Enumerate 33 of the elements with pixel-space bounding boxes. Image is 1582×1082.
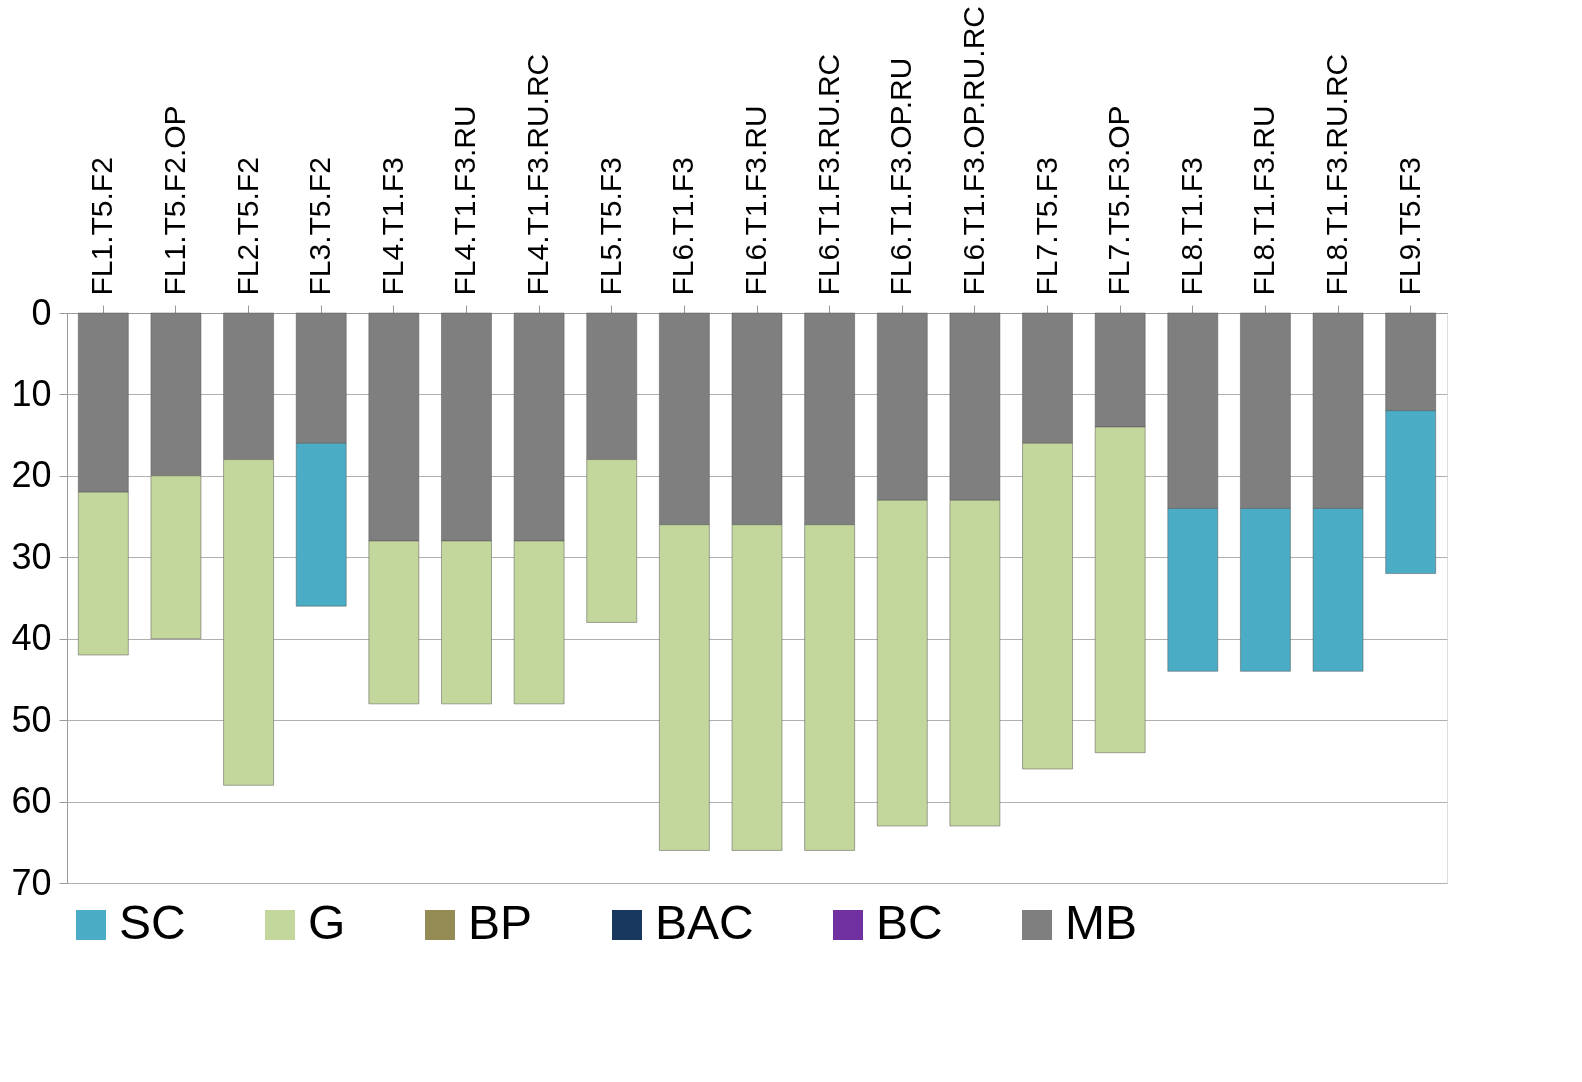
x-tick-label: FL8.T1.F3.RU.RC [1320,53,1354,296]
y-tick-label: 30 [11,535,52,577]
x-tick-label: FL7.T5.F3.OP [1102,105,1136,296]
x-tick-label: FL6.T1.F3.OP.RU.RC [956,5,990,296]
x-tick-label: FL1.T5.F2.OP [157,105,191,296]
y-tick-label: 10 [11,372,52,414]
x-tick-label: FL6.T1.F3 [666,157,700,296]
x-tick-label: FL6.T1.F3.RU [739,105,772,296]
y-tick-label: 70 [11,861,52,903]
y-tick-label: 20 [11,454,52,496]
x-tick-label: FL5.T5.F3 [593,157,627,296]
legend-label: BAC [655,896,754,949]
legend-label: SC [119,896,186,949]
x-tick-label: FL8.T1.F3 [1174,157,1208,296]
x-tick-label: FL4.T1.F3.RU.RC [521,53,555,296]
y-tick-label: 0 [31,291,52,333]
y-tick-label: 40 [11,617,52,659]
legend-label: G [308,896,346,949]
y-tick-label: 60 [11,780,52,822]
x-tick-label: FL3.T5.F2 [303,157,337,296]
x-tick-label: FL9.T5.F3 [1392,157,1426,296]
x-tick-label: FL4.T1.F3 [375,157,409,296]
x-tick-label: FL8.T1.F3.RU [1247,105,1281,296]
y-tick-label: 50 [11,698,52,740]
legend-label: BC [876,896,943,949]
x-tick-label: FL2.T5.F2 [230,157,264,296]
x-tick-label: FL6.T1.F3.OP.RU [884,57,918,296]
x-tick-label: FL1.T5.F2 [85,157,119,296]
legend-label: BP [468,896,533,949]
x-tick-label: FL4.T1.F3.RU [448,105,482,296]
legend-label: MB [1065,896,1137,949]
x-tick-label: FL7.T5.F3 [1029,157,1063,296]
x-tick-label: FL6.T1.F3.RU.RC [811,53,845,296]
